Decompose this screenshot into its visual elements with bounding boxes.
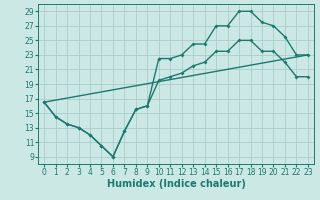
X-axis label: Humidex (Indice chaleur): Humidex (Indice chaleur) <box>107 179 245 189</box>
